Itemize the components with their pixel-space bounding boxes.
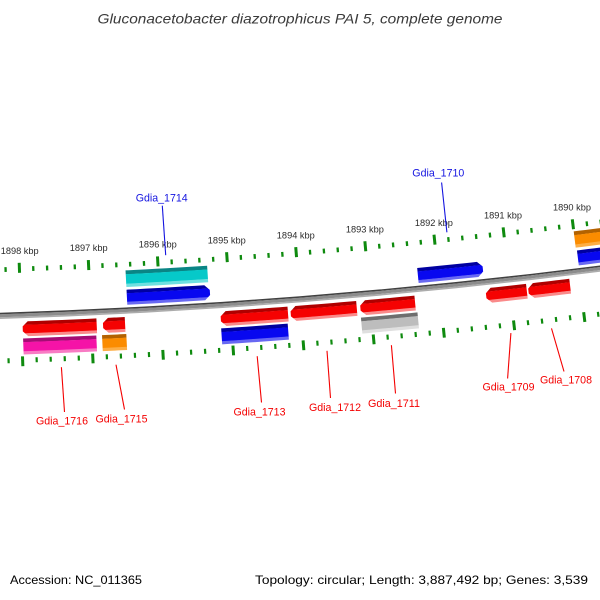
svg-text:1897 kbp: 1897 kbp <box>70 243 108 254</box>
svg-text:Gdia_1715: Gdia_1715 <box>96 414 148 426</box>
svg-text:1892 kbp: 1892 kbp <box>415 218 453 229</box>
svg-text:Gdia_1709: Gdia_1709 <box>483 382 535 394</box>
svg-text:1894 kbp: 1894 kbp <box>277 230 315 241</box>
svg-text:Gdia_1713: Gdia_1713 <box>234 407 286 419</box>
svg-text:1893 kbp: 1893 kbp <box>346 225 384 236</box>
svg-text:Accession: NC_011365: Accession: NC_011365 <box>10 573 142 587</box>
svg-text:Gdia_1714: Gdia_1714 <box>136 192 188 204</box>
svg-text:1890 kbp: 1890 kbp <box>553 203 591 214</box>
svg-text:1898 kbp: 1898 kbp <box>1 246 39 257</box>
svg-text:Gluconacetobacter diazotrophic: Gluconacetobacter diazotrophicus PAI 5, … <box>98 11 503 27</box>
svg-text:Gdia_1711: Gdia_1711 <box>368 398 420 410</box>
svg-text:Topology: circular; Length: 3,: Topology: circular; Length: 3,887,492 bp… <box>255 573 588 587</box>
svg-text:Gdia_1712: Gdia_1712 <box>309 402 361 414</box>
svg-text:Gdia_1710: Gdia_1710 <box>412 167 464 179</box>
svg-text:1891 kbp: 1891 kbp <box>484 211 522 222</box>
svg-text:Gdia_1708: Gdia_1708 <box>540 375 592 387</box>
svg-text:1895 kbp: 1895 kbp <box>208 235 246 246</box>
svg-text:Gdia_1716: Gdia_1716 <box>36 416 88 428</box>
svg-text:1896 kbp: 1896 kbp <box>139 240 177 251</box>
